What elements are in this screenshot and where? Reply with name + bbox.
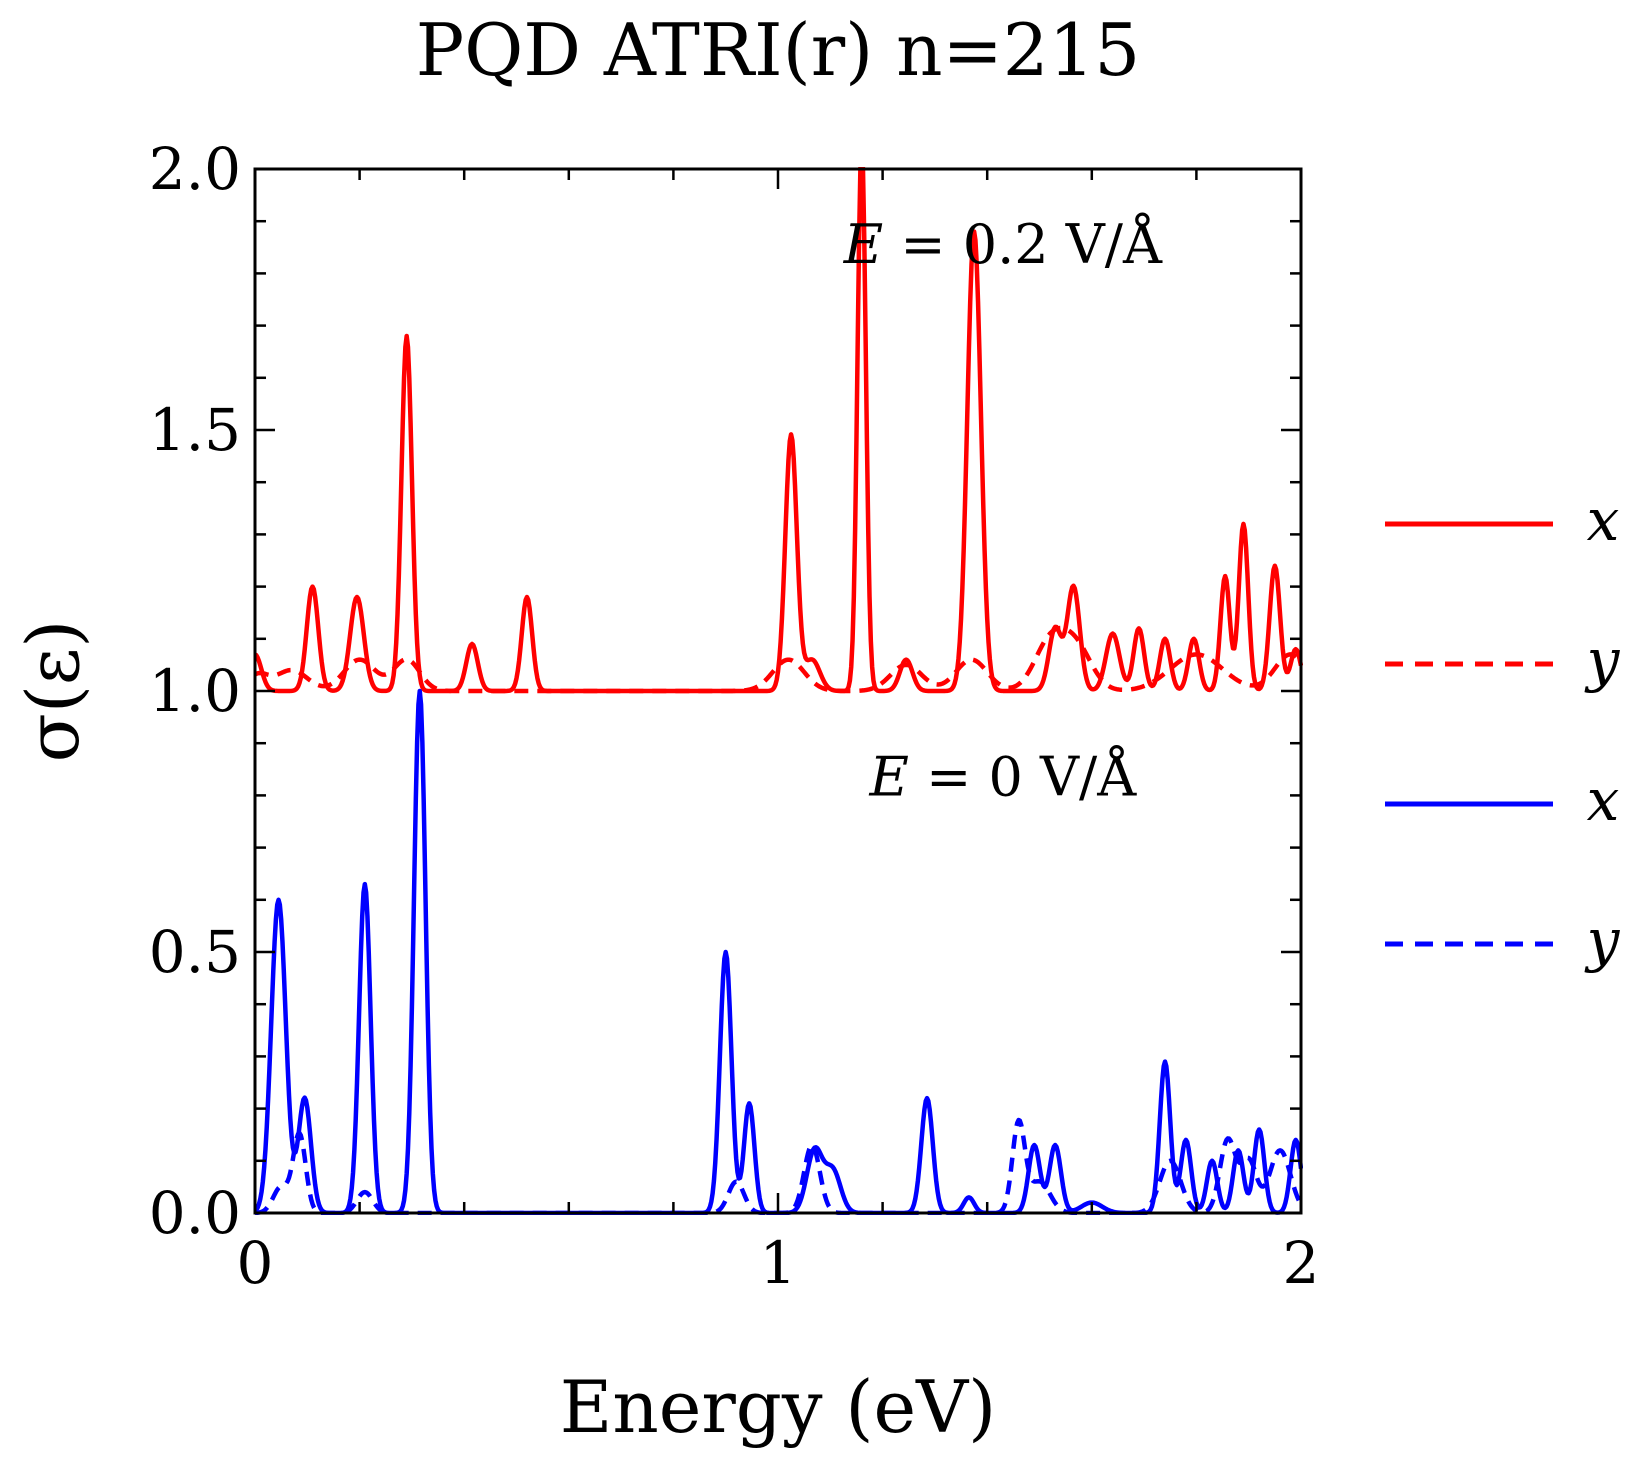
y-tick-label: 1.5 <box>149 396 241 464</box>
series-line-2 <box>253 688 1303 1215</box>
chart-title: PQD ATRI(r) n=215 <box>416 8 1140 92</box>
legend: x y x y <box>1385 486 1621 974</box>
annotations: E = 0.2 V/Å E = 0 V/Å <box>843 211 1163 808</box>
axis-tick-labels: 0 1 2 0.0 0.5 1.0 1.5 2.0 <box>149 135 1320 1297</box>
series-line-0 <box>253 167 1303 694</box>
y-axis-label: σ(ε) <box>11 620 95 763</box>
field-annotation-1: E = 0 V/Å <box>869 743 1138 808</box>
field-annotation-0: E = 0.2 V/Å <box>843 211 1163 276</box>
x-tick-label: 2 <box>1283 1229 1320 1297</box>
series-line-1 <box>253 625 1303 694</box>
y-tick-label: 2.0 <box>149 135 241 203</box>
x-tick-label: 1 <box>760 1229 797 1297</box>
y-tick-label: 1.0 <box>149 657 241 725</box>
y-tick-label: 0.0 <box>149 1179 241 1247</box>
x-tick-label: 0 <box>237 1229 274 1297</box>
legend-label-2: x <box>1587 766 1620 834</box>
legend-label-3: y <box>1584 906 1621 974</box>
legend-label-0: x <box>1587 486 1620 554</box>
x-axis-label: Energy (eV) <box>560 1365 996 1449</box>
y-tick-label: 0.5 <box>149 918 241 986</box>
series-layer <box>253 167 1303 1215</box>
axis-ticks <box>253 167 1303 1215</box>
legend-label-1: y <box>1584 626 1621 694</box>
